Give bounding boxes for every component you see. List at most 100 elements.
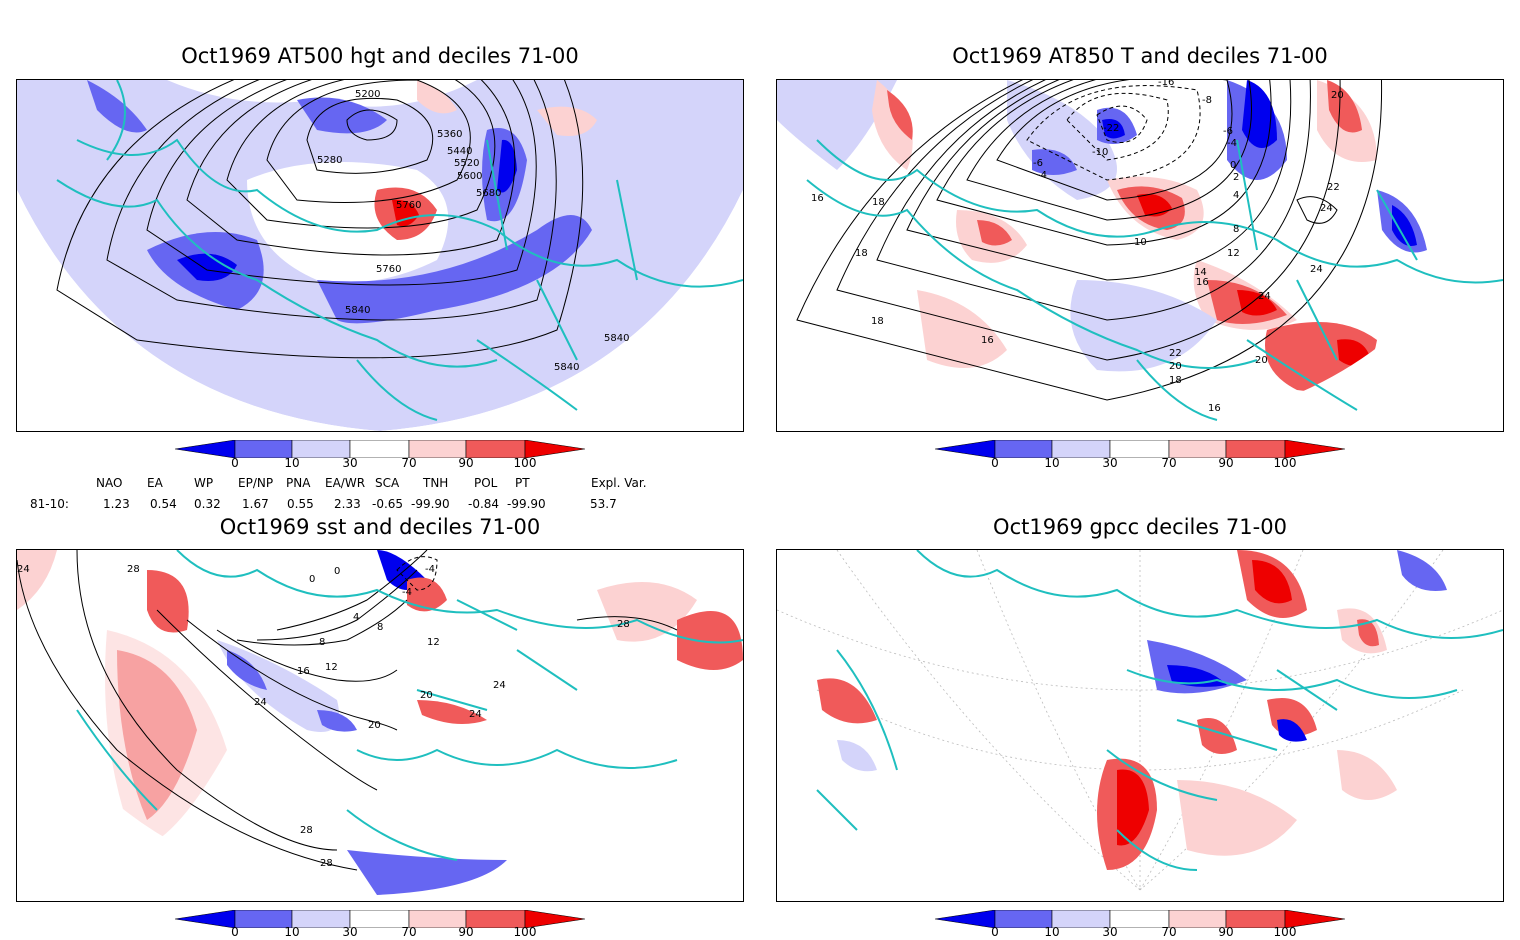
colorbar-swatches — [934, 439, 1346, 459]
colorbar-label: 100 — [1273, 925, 1297, 939]
colorbar-label: 0 — [231, 925, 239, 939]
contour-label: 4 — [353, 612, 359, 623]
colorbar-label: 100 — [513, 456, 537, 470]
contour-label: 24 — [17, 564, 30, 575]
contour-label: 5440 — [447, 146, 472, 157]
colorbar-label: 10 — [1044, 456, 1060, 470]
colorbar-swatch — [524, 439, 586, 459]
panel-title-gpcc: Oct1969 gpcc deciles 71-00 — [993, 515, 1287, 539]
contour-label: -4 — [425, 564, 435, 575]
contour-label: 16 — [1208, 403, 1221, 414]
contour-label: 24 — [493, 680, 506, 691]
panel-title-hgt500: Oct1969 AT500 hgt and deciles 71-00 — [181, 44, 579, 68]
contour-label: 10 — [1134, 237, 1147, 248]
contour-label: 24 — [469, 709, 482, 720]
contour-label: 0 — [334, 566, 340, 577]
map-hgt500: 5200 5280 5360 5440 5520 5600 5680 5760 … — [17, 80, 743, 431]
contour-label: 8 — [377, 622, 383, 633]
contour-label: 16 — [811, 193, 824, 204]
index-value: -0.84 — [468, 497, 500, 511]
colorbar-labels: 0 10 30 70 90 100 — [175, 925, 585, 940]
colorbar-label: 90 — [458, 456, 474, 470]
contour-label: 5200 — [355, 89, 380, 100]
colorbar-labels: 0 10 30 70 90 100 — [935, 925, 1345, 940]
contour-label: -4 — [1037, 170, 1047, 181]
contour-label: 20 — [420, 690, 433, 701]
contour-label: 20 — [1331, 90, 1344, 101]
index-value: 0.54 — [150, 497, 177, 511]
colorbar-label: 30 — [342, 925, 358, 939]
map-t850: -16 -22 -10 -6 -4 -8 -6 -4 0 2 4 8 10 12… — [777, 80, 1503, 431]
panel-title-t850: Oct1969 AT850 T and deciles 71-00 — [952, 44, 1328, 68]
map-panel-hgt500: 5200 5280 5360 5440 5520 5600 5680 5760 … — [16, 79, 744, 432]
colorbar-label: 100 — [513, 925, 537, 939]
colorbar-label: 90 — [1218, 456, 1234, 470]
contour-label: 12 — [1227, 248, 1240, 259]
index-value-row: 81-10: 1.23 0.54 0.32 1.67 0.55 2.33 -0.… — [0, 497, 760, 512]
contour-label: 5840 — [345, 305, 370, 316]
index-header: Expl. Var. — [591, 476, 647, 490]
colorbar-swatch — [1284, 439, 1346, 459]
contour-label: 14 — [1194, 267, 1207, 278]
contour-label: -6 — [1223, 126, 1233, 137]
contour-label: 22 — [1327, 182, 1340, 193]
colorbar-gpcc — [934, 909, 1346, 929]
colorbar-swatch — [524, 909, 586, 929]
contour-label: 4 — [1233, 190, 1239, 201]
contour-label: 5520 — [454, 158, 479, 169]
index-value: 0.55 — [287, 497, 314, 511]
contour-label: -4 — [1227, 138, 1237, 149]
contour-label: 22 — [1169, 348, 1182, 359]
contour-label: 18 — [871, 316, 884, 327]
colorbar-label: 10 — [284, 456, 300, 470]
index-header: SCA — [375, 476, 400, 490]
contour-label: 20 — [1255, 355, 1268, 366]
index-value: 1.67 — [242, 497, 269, 511]
colorbar-hgt500 — [174, 439, 586, 459]
contour-label: 24 — [1320, 203, 1333, 214]
contour-label: 16 — [1196, 277, 1209, 288]
index-row-label: 81-10: — [30, 497, 69, 511]
colorbar-swatches — [174, 909, 586, 929]
contour-label: 5600 — [457, 171, 482, 182]
contour-label: 18 — [1169, 375, 1182, 386]
index-header: TNH — [423, 476, 449, 490]
colorbar-label: 0 — [991, 456, 999, 470]
contour-label: 5760 — [376, 264, 401, 275]
contour-label: 18 — [855, 248, 868, 259]
colorbar-label: 0 — [991, 925, 999, 939]
index-header: EA — [147, 476, 163, 490]
map-panel-sst: 28 24 0 0 -4 -4 4 8 8 12 12 16 20 20 24 … — [16, 549, 744, 902]
colorbar-sst — [174, 909, 586, 929]
contour-label: 16 — [981, 335, 994, 346]
contour-label: 5840 — [604, 333, 629, 344]
colorbar-label: 70 — [1161, 456, 1177, 470]
contour-label: -22 — [1103, 123, 1119, 134]
colorbar-swatches — [934, 909, 1346, 929]
contour-label: 5280 — [317, 155, 342, 166]
colorbar-label: 10 — [1044, 925, 1060, 939]
index-value: 53.7 — [590, 497, 617, 511]
colorbar-label: 90 — [458, 925, 474, 939]
colorbar-labels: 0 10 30 70 90 100 — [175, 456, 585, 471]
map-panel-gpcc — [776, 549, 1504, 902]
contour-label: 5360 — [437, 129, 462, 140]
index-header: WP — [194, 476, 214, 490]
index-header: EA/WR — [325, 476, 366, 490]
colorbar-t850 — [934, 439, 1346, 459]
contour-label: 24 — [1258, 291, 1271, 302]
colorbar-label: 0 — [231, 456, 239, 470]
index-header: NAO — [96, 476, 123, 490]
contour-label: 8 — [319, 637, 325, 648]
index-value: 0.32 — [194, 497, 221, 511]
colorbar-labels: 0 10 30 70 90 100 — [935, 456, 1345, 471]
colorbar-label: 90 — [1218, 925, 1234, 939]
contour-label: 5760 — [396, 200, 421, 211]
contour-label: 28 — [127, 564, 140, 575]
contour-label: 28 — [617, 619, 630, 630]
contour-label: -10 — [1092, 147, 1108, 158]
index-header: EP/NP — [238, 476, 274, 490]
contour-label: 5840 — [554, 362, 579, 373]
colorbar-label: 70 — [1161, 925, 1177, 939]
colorbar-label: 30 — [342, 456, 358, 470]
